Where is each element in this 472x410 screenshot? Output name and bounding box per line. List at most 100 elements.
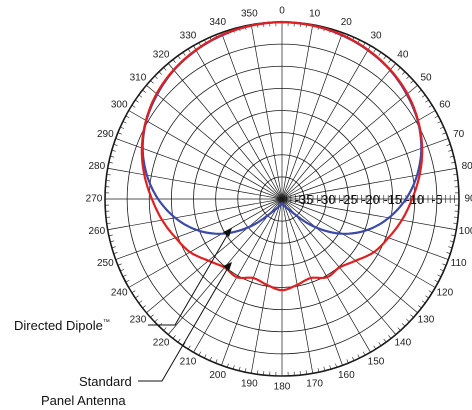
outer-minor-tick bbox=[434, 279, 439, 283]
callout-panel-arrowhead bbox=[223, 262, 232, 271]
grid-spoke bbox=[281, 198, 436, 288]
angle-tick-label-250: 250 bbox=[97, 258, 114, 269]
angle-tick-label-230: 230 bbox=[130, 314, 147, 325]
angle-tick-label-340: 340 bbox=[209, 17, 226, 28]
grid-spoke bbox=[146, 84, 283, 200]
grid-spoke bbox=[281, 24, 314, 200]
angle-tick-label-220: 220 bbox=[153, 338, 170, 349]
outer-minor-tick bbox=[410, 314, 414, 318]
grid-spoke bbox=[167, 63, 283, 200]
radial-tick-label: -25 bbox=[339, 193, 357, 207]
outer-minor-tick bbox=[397, 327, 401, 331]
outer-minor-tick bbox=[135, 295, 139, 299]
angle-tick-label-240: 240 bbox=[111, 288, 128, 299]
outer-minor-tick bbox=[110, 240, 115, 243]
outer-minor-tick bbox=[448, 149, 453, 152]
radial-tick-labels: -35 -30 -25 -20 -15 -10 -5 bbox=[295, 193, 442, 207]
radial-tick-label: -5 bbox=[431, 193, 442, 207]
grid-spoke bbox=[281, 84, 418, 200]
outer-minor-tick bbox=[335, 363, 337, 368]
radial-tick-label: -15 bbox=[384, 193, 402, 207]
callout-dipole-text: Directed Dipole bbox=[14, 318, 103, 333]
angle-tick-label-130: 130 bbox=[418, 314, 435, 325]
outer-minor-tick bbox=[418, 89, 422, 93]
callout-panel-line1: Standard bbox=[79, 374, 132, 389]
outer-minor-tick bbox=[453, 222, 458, 224]
outer-minor-tick bbox=[138, 300, 143, 304]
outer-minor-tick bbox=[108, 234, 113, 237]
grid-spoke bbox=[281, 198, 371, 353]
outer-minor-tick bbox=[122, 121, 127, 124]
outer-minor-tick bbox=[362, 351, 366, 356]
angle-tick-label-290: 290 bbox=[97, 129, 114, 140]
outer-minor-tick bbox=[329, 365, 332, 370]
grid-spoke bbox=[281, 198, 449, 260]
outer-minor-tick bbox=[120, 269, 125, 272]
radial-tick-label: -30 bbox=[317, 193, 335, 207]
outer-minor-tick bbox=[106, 174, 111, 176]
outer-minor-tick bbox=[421, 94, 426, 98]
grid-spoke bbox=[107, 167, 283, 200]
grid-spoke bbox=[281, 32, 343, 200]
outer-minor-tick bbox=[451, 234, 456, 237]
angle-tick-label-180: 180 bbox=[274, 382, 291, 393]
grid-spoke bbox=[281, 45, 371, 200]
angle-tick-label-60: 60 bbox=[439, 100, 451, 111]
outer-minor-tick bbox=[110, 155, 115, 158]
grid-spoke bbox=[128, 110, 283, 200]
outer-minor-tick bbox=[142, 89, 146, 93]
outer-minor-tick bbox=[323, 366, 326, 371]
grid-spoke bbox=[115, 198, 283, 260]
angle-tick-label-350: 350 bbox=[241, 8, 258, 19]
outer-minor-tick bbox=[244, 368, 247, 373]
grid-spoke bbox=[221, 198, 283, 366]
grid-spoke bbox=[281, 198, 343, 366]
outer-minor-tick bbox=[131, 290, 136, 294]
angle-tick-label-300: 300 bbox=[111, 100, 128, 111]
angle-tick-label-200: 200 bbox=[209, 370, 226, 381]
outer-minor-tick bbox=[434, 115, 439, 119]
callout-panel-line2: Panel Antenna bbox=[41, 393, 126, 408]
outer-minor-tick bbox=[172, 335, 176, 339]
outer-minor-tick bbox=[446, 252, 451, 254]
outer-minor-tick bbox=[138, 94, 143, 98]
grid-spoke bbox=[281, 110, 436, 200]
outer-minor-tick bbox=[446, 144, 451, 146]
outer-minor-tick bbox=[410, 80, 414, 84]
angle-tick-label-160: 160 bbox=[338, 370, 355, 381]
angle-tick-label-190: 190 bbox=[241, 379, 258, 390]
outer-minor-tick bbox=[232, 365, 235, 370]
trademark-mark: ™ bbox=[103, 319, 110, 326]
angle-tick-label-170: 170 bbox=[306, 379, 323, 390]
outer-minor-tick bbox=[373, 48, 377, 53]
outer-minor-tick bbox=[111, 149, 116, 152]
callout-standard-panel-antenna: Standard Panel Antenna bbox=[41, 262, 232, 408]
outer-minor-tick bbox=[187, 48, 191, 53]
outer-minor-tick bbox=[113, 144, 118, 146]
outer-minor-tick bbox=[442, 132, 447, 135]
angle-tick-label-260: 260 bbox=[89, 226, 106, 237]
outer-minor-tick bbox=[425, 99, 429, 103]
angle-tick-label-140: 140 bbox=[395, 338, 412, 349]
angle-tick-label-270: 270 bbox=[86, 194, 103, 205]
outer-minor-tick bbox=[117, 132, 122, 135]
outer-minor-tick bbox=[453, 174, 458, 176]
outer-minor-tick bbox=[238, 366, 241, 371]
callout-directed-dipole: Directed Dipole™ bbox=[14, 228, 232, 333]
grid-spoke bbox=[146, 198, 283, 314]
outer-minor-tick bbox=[163, 67, 167, 71]
outer-minor-tick bbox=[397, 67, 401, 71]
outer-minor-tick bbox=[401, 323, 406, 327]
angle-tick-label-80: 80 bbox=[462, 161, 472, 172]
angle-tick-label-330: 330 bbox=[180, 31, 197, 42]
outer-minor-tick bbox=[125, 115, 130, 119]
outer-minor-tick bbox=[388, 59, 392, 63]
angle-tick-label-120: 120 bbox=[436, 288, 453, 299]
outer-minor-tick bbox=[378, 342, 382, 346]
grid-spoke bbox=[193, 45, 283, 200]
outer-minor-tick bbox=[204, 354, 207, 359]
outer-minor-tick bbox=[154, 318, 158, 323]
outer-minor-tick bbox=[113, 252, 118, 254]
angle-tick-label-40: 40 bbox=[397, 49, 409, 60]
